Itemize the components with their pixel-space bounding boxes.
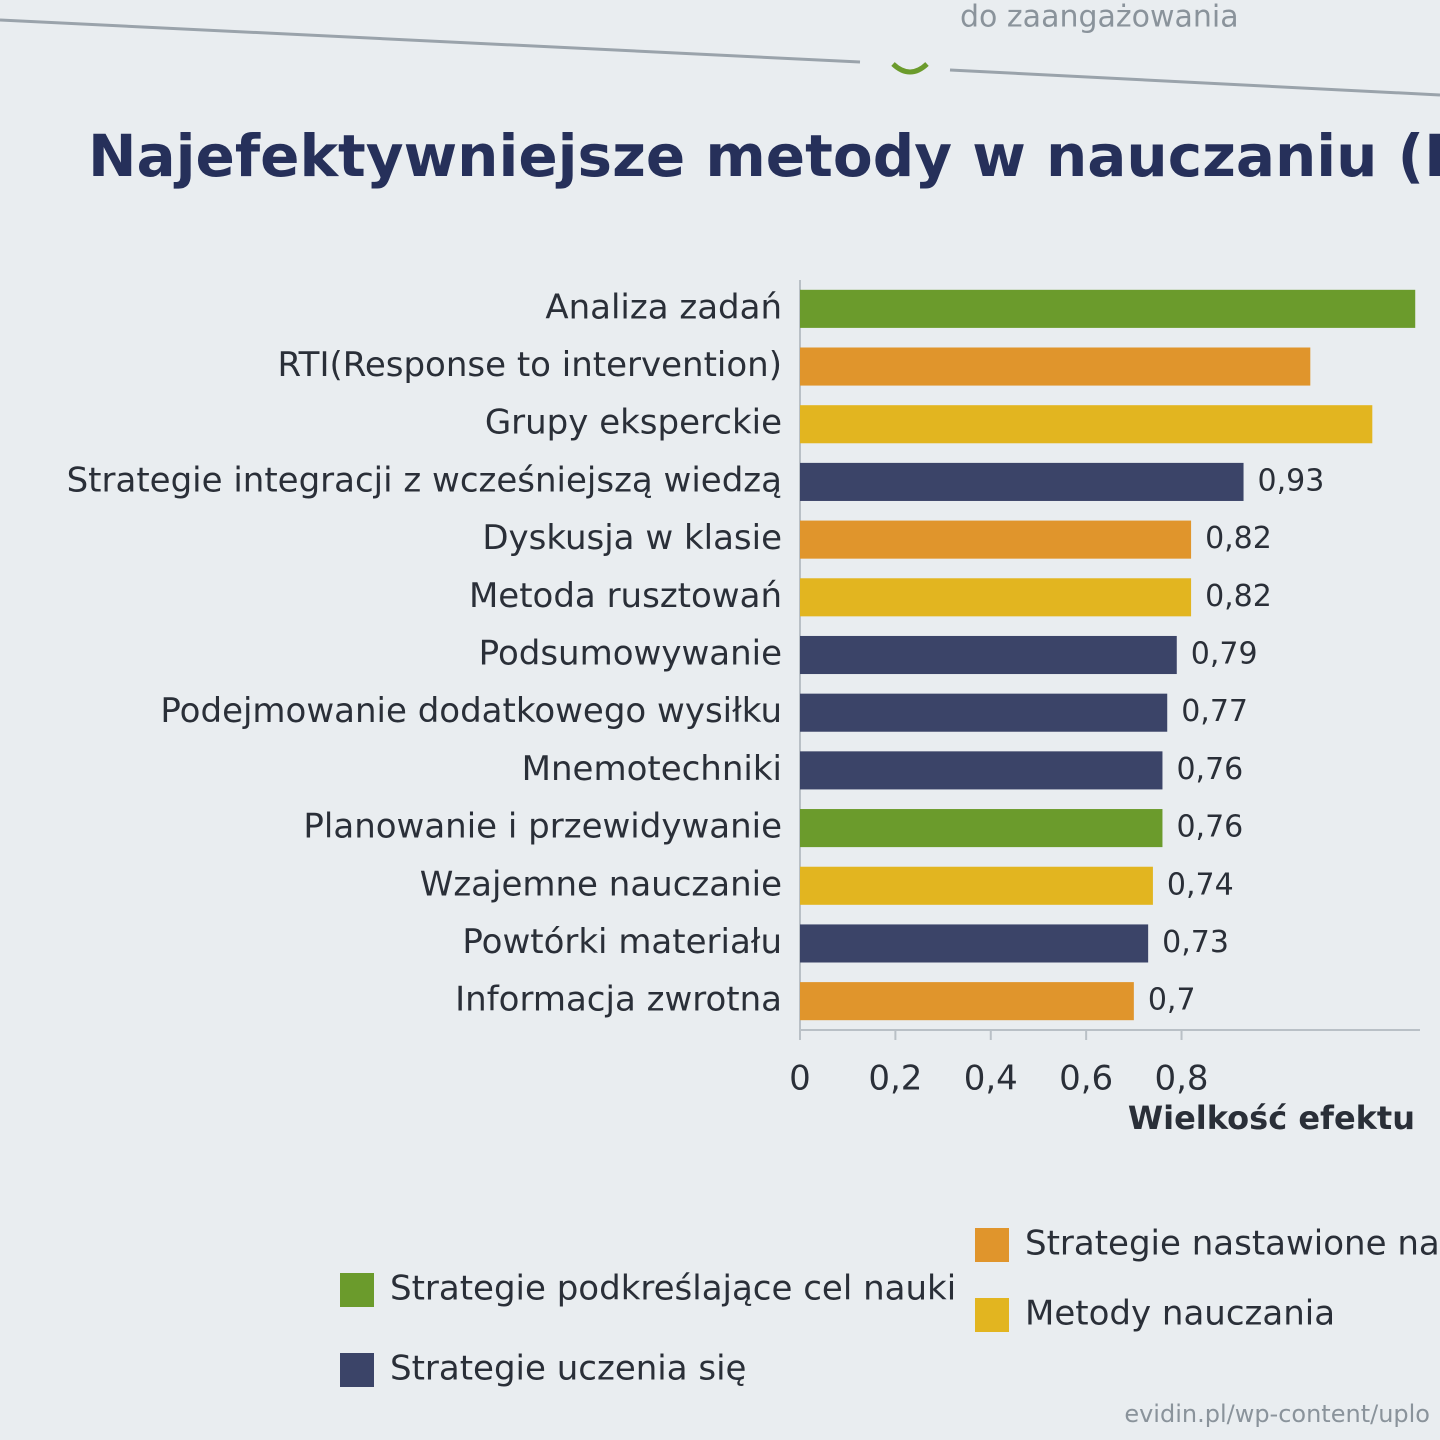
legend-label: Metody nauczania: [1025, 1294, 1335, 1334]
bar: [800, 924, 1149, 963]
y-tick-label: Mnemotechniki: [522, 749, 782, 789]
value-label: 0,79: [1191, 637, 1258, 672]
legend-swatch: [340, 1353, 374, 1387]
x-tick-label: 0: [789, 1059, 811, 1099]
header-text: do zaangażowania: [960, 0, 1239, 35]
bar: [800, 347, 1311, 386]
bar: [800, 462, 1244, 501]
value-label: 0,77: [1181, 694, 1248, 729]
value-label: 0,76: [1176, 810, 1243, 845]
y-tick-label: Metoda rusztowań: [469, 576, 782, 616]
legend-swatch: [340, 1273, 374, 1307]
chart-title: Najefektywniejsze metody w nauczaniu (Ha…: [88, 122, 1440, 190]
y-tick-label: Planowanie i przewidywanie: [303, 807, 782, 847]
y-tick-label: RTI(Response to intervention): [278, 345, 782, 385]
bar: [800, 866, 1153, 905]
legend-label: Strategie podkreślające cel nauki: [390, 1269, 956, 1309]
bar: [800, 405, 1373, 444]
x-tick-label: 0,8: [1154, 1059, 1208, 1099]
y-tick-label: Podsumowywanie: [479, 634, 782, 674]
legend-label: Strategie uczenia się: [390, 1349, 746, 1389]
value-label: 0,74: [1167, 867, 1234, 902]
y-tick-label: Podejmowanie dodatkowego wysiłku: [160, 691, 782, 731]
bar: [800, 289, 1416, 328]
header-icon: [891, 62, 929, 75]
x-tick-label: 0,4: [964, 1059, 1018, 1099]
value-label: 0,82: [1205, 521, 1272, 556]
y-tick-label: Grupy eksperckie: [485, 403, 782, 443]
x-axis-title: Wielkość efektu: [1128, 1099, 1415, 1137]
y-tick-label: Strategie integracji z wcześniejszą wied…: [67, 460, 782, 500]
bar: [800, 751, 1163, 790]
x-tick-label: 0,2: [868, 1059, 922, 1099]
y-tick-label: Powtórki materiału: [462, 922, 782, 962]
bar: [800, 635, 1177, 675]
bar: [800, 809, 1163, 848]
value-label: 0,93: [1258, 463, 1325, 498]
value-label: 0,82: [1205, 579, 1272, 614]
x-tick-label: 0,6: [1059, 1059, 1113, 1099]
legend-swatch: [975, 1228, 1009, 1262]
value-label: 0,7: [1148, 983, 1196, 1018]
header-rule: [0, 18, 861, 64]
bar: [800, 520, 1192, 559]
bar: [800, 982, 1134, 1021]
bar: [800, 693, 1168, 732]
y-tick-label: Dyskusja w klasie: [482, 518, 782, 558]
bar: [800, 578, 1192, 617]
source: evidin.pl/wp-content/uplo: [1124, 1400, 1430, 1428]
value-label: 0,76: [1176, 752, 1243, 787]
y-tick-label: Analiza zadań: [545, 287, 782, 327]
y-tick-label: Informacja zwrotna: [455, 980, 782, 1020]
value-label: 0,73: [1162, 925, 1229, 960]
legend-swatch: [975, 1298, 1009, 1332]
header-rule: [949, 68, 1440, 97]
y-tick-label: Wzajemne nauczanie: [420, 864, 782, 904]
legend-label: Strategie nastawione na inform: [1025, 1224, 1440, 1264]
